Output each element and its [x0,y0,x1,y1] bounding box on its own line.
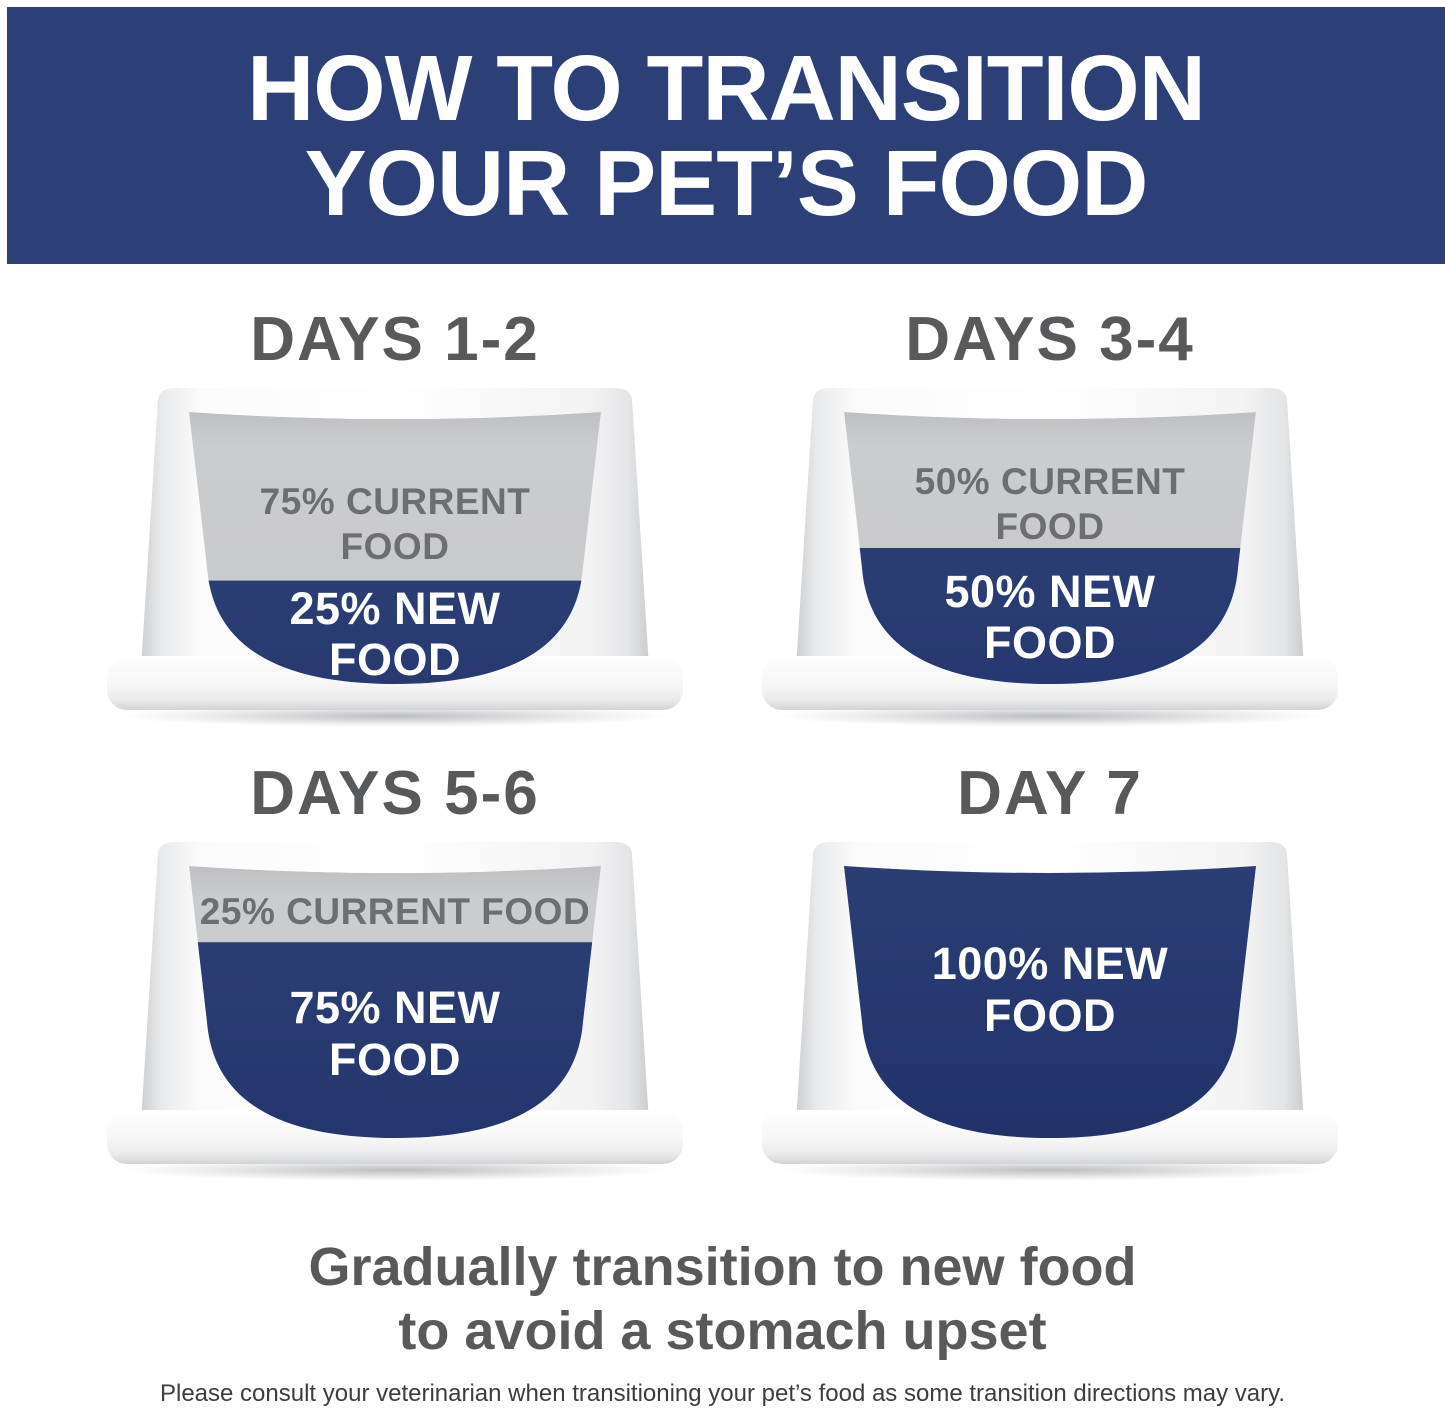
current-food-label: 75% CURRENT FOOD [95,480,695,569]
panel-heading-days-5-6: DAYS 5-6 [250,759,540,829]
transition-row-2: DAYS 5-6 25% CURRENT FOOD 75% NEW FOOD D… [0,759,1445,1184]
new-food-fill [189,942,601,1139]
current-food-line1: 50% CURRENT [914,461,1186,503]
panel-day-7: DAY 7 100% NEW FOOD [750,759,1350,1184]
bowl-day-7: 100% NEW FOOD [750,834,1350,1184]
current-food-label: 50% CURRENT FOOD [750,460,1350,549]
panel-days-3-4: DAYS 3-4 50% CURRENT FOOD 50% NEW FOOD [750,305,1350,730]
panel-days-1-2: DAYS 1-2 75% CURRENT FOOD 25% NEW FOOD [95,305,695,730]
banner-title-line1: HOW TO TRANSITION [247,35,1206,140]
tagline-line1: Gradually transition to new food [308,1237,1137,1298]
panel-heading-days-3-4: DAYS 3-4 [905,305,1195,374]
new-food-fill [844,866,1256,1139]
new-food-line1: 25% NEW [289,583,501,635]
bowl-graphic [107,388,683,728]
new-food-line2: FOOD [329,1033,461,1085]
bowl-graphic [762,388,1338,728]
new-food-line1: 50% NEW [944,566,1156,618]
panel-days-5-6: DAYS 5-6 25% CURRENT FOOD 75% NEW FOOD [95,759,695,1184]
bowl-shadow [776,705,1324,728]
bowl-days-1-2: 75% CURRENT FOOD 25% NEW FOOD [95,380,695,730]
panel-heading-days-1-2: DAYS 1-2 [250,305,540,374]
new-food-line2: FOOD [984,617,1116,669]
banner-title-line2: YOUR PET’S FOOD [304,130,1149,235]
new-food-label: 75% NEW FOOD [95,982,695,1085]
title-banner: HOW TO TRANSITION YOUR PET’S FOOD [7,7,1445,264]
new-food-line2: FOOD [984,989,1116,1041]
new-food-label: 25% NEW FOOD [95,583,695,686]
new-food-line1: 75% NEW [289,982,501,1034]
bowl-shadow [121,705,669,728]
new-food-label: 50% NEW FOOD [750,566,1350,669]
current-food-line1: 75% CURRENT [259,481,531,523]
bowl-shadow [121,1159,669,1182]
current-food-line2: FOOD [995,505,1105,547]
current-food-line2: FOOD [340,525,450,567]
tagline: Gradually transition to new food to avoi… [0,1236,1445,1363]
new-food-line2: FOOD [329,634,461,686]
current-food-line1: 25% CURRENT FOOD [199,891,591,933]
current-food-label: 25% CURRENT FOOD [95,890,695,934]
bowl-graphic [762,842,1338,1182]
transition-row-1: DAYS 1-2 75% CURRENT FOOD 25% NEW FOOD [0,305,1445,730]
new-food-label: 100% NEW FOOD [750,938,1350,1041]
panel-heading-day-7: DAY 7 [957,759,1143,829]
tagline-line2: to avoid a stomach upset [398,1301,1047,1362]
bowl-shadow [776,1159,1324,1182]
bowl-days-3-4: 50% CURRENT FOOD 50% NEW FOOD [750,380,1350,730]
disclaimer: Please consult your veterinarian when tr… [159,1379,1285,1407]
bowl-graphic [107,842,683,1182]
new-food-line1: 100% NEW [931,938,1169,990]
bowl-days-5-6: 25% CURRENT FOOD 75% NEW FOOD [95,834,695,1184]
